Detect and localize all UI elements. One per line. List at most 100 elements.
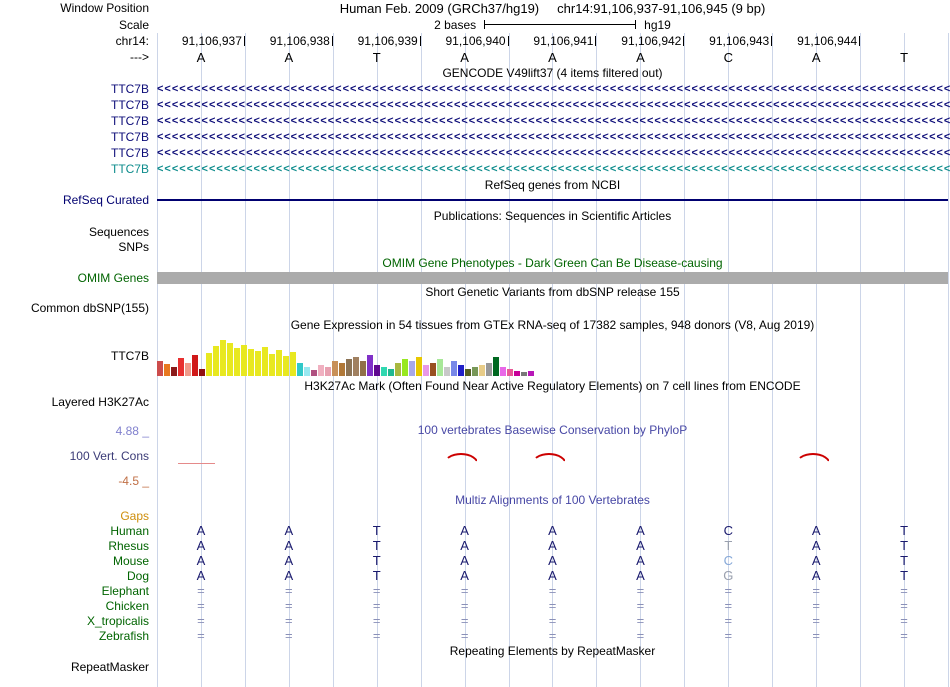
common-dbsnp-label[interactable]: Common dbSNP(155)	[30, 301, 149, 315]
layered-h3k27ac-label[interactable]: Layered H3K27Ac	[51, 395, 149, 409]
repeatmasker-label[interactable]: RepeatMasker	[70, 659, 149, 674]
gtex-bar[interactable]	[479, 365, 485, 376]
gencode-transcript-label[interactable]: TTC7B	[110, 82, 149, 96]
omim-genes-label[interactable]: OMIM Genes	[77, 270, 149, 285]
gtex-bar[interactable]	[318, 365, 324, 376]
gtex-bar[interactable]	[486, 363, 492, 376]
refseq-curated-label[interactable]: RefSeq Curated	[62, 193, 149, 207]
gtex-bar[interactable]	[367, 355, 373, 376]
gtex-bar[interactable]	[269, 354, 275, 376]
gtex-bar[interactable]	[500, 367, 506, 376]
gtex-bar[interactable]	[171, 367, 177, 376]
species-label[interactable]: Mouse	[112, 553, 149, 568]
refseq-curated-item[interactable]	[157, 199, 948, 201]
gtex-bar[interactable]	[304, 367, 310, 376]
gtex-bar[interactable]	[248, 349, 254, 376]
gtex-bar[interactable]	[493, 357, 499, 376]
species-label[interactable]: Human	[110, 523, 149, 538]
coordinate-cell: 91,106,944	[772, 34, 861, 48]
gtex-bar[interactable]	[514, 371, 520, 376]
gtex-bar[interactable]	[409, 361, 415, 376]
gencode-transcript-label[interactable]: TTC7B	[110, 162, 149, 176]
gtex-bar[interactable]	[332, 361, 338, 376]
conservation-track-label[interactable]: 100 Vert. Cons	[69, 449, 149, 463]
gtex-bar[interactable]	[360, 361, 366, 376]
transcript-arrows[interactable]: <<<<<<<<<<<<<<<<<<<<<<<<<<<<<<<<<<<<<<<<…	[157, 115, 950, 127]
gtex-bar[interactable]	[192, 355, 198, 376]
transcript-arrows[interactable]: <<<<<<<<<<<<<<<<<<<<<<<<<<<<<<<<<<<<<<<<…	[157, 83, 950, 95]
transcript-arrows[interactable]: <<<<<<<<<<<<<<<<<<<<<<<<<<<<<<<<<<<<<<<<…	[157, 163, 950, 175]
gtex-bar[interactable]	[381, 367, 387, 376]
gencode-rows: TTC7B <<<<<<<<<<<<<<<<<<<<<<<<<<<<<<<<<<<…	[0, 81, 950, 177]
gtex-bar[interactable]	[311, 370, 317, 376]
gtex-bar[interactable]	[472, 367, 478, 376]
gtex-bar[interactable]	[206, 353, 212, 376]
gtex-bar[interactable]	[241, 345, 247, 376]
gtex-bar[interactable]	[227, 343, 233, 376]
gtex-bar[interactable]	[178, 358, 184, 376]
gencode-transcript-label[interactable]: TTC7B	[110, 130, 149, 144]
transcript-arrows[interactable]: <<<<<<<<<<<<<<<<<<<<<<<<<<<<<<<<<<<<<<<<…	[157, 131, 950, 143]
gtex-bar[interactable]	[283, 356, 289, 376]
species-label[interactable]: Zebrafish	[98, 628, 149, 643]
alignment-cells: = = = = = = = = =	[155, 628, 950, 643]
species-label[interactable]: Elephant	[101, 583, 149, 598]
omim-title-row: OMIM Gene Phenotypes - Dark Green Can Be…	[0, 254, 950, 271]
repeatmasker-row: RepeatMasker	[0, 659, 950, 674]
coordinate-cell: 91,106,942	[596, 34, 685, 48]
alignment-letter: =	[900, 628, 908, 643]
gtex-bar[interactable]	[213, 346, 219, 376]
gencode-transcript-label[interactable]: TTC7B	[110, 146, 149, 160]
gtex-bar[interactable]	[164, 364, 170, 376]
alignment-letter: =	[285, 583, 293, 598]
gtex-bar[interactable]	[199, 369, 205, 376]
gtex-bar[interactable]	[437, 359, 443, 376]
species-label[interactable]: Rhesus	[108, 538, 149, 553]
gtex-bar[interactable]	[444, 367, 450, 376]
gtex-bar[interactable]	[290, 352, 296, 376]
gtex-bar[interactable]	[423, 365, 429, 376]
alignment-letter: =	[197, 613, 205, 628]
gtex-bar[interactable]	[346, 359, 352, 376]
gtex-bar[interactable]	[325, 367, 331, 376]
gtex-bar[interactable]	[528, 371, 534, 376]
species-label[interactable]: Chicken	[105, 598, 149, 613]
gtex-gene-label[interactable]: TTC7B	[110, 348, 149, 363]
gtex-bar[interactable]	[395, 363, 401, 376]
h3k27ac-title-row: H3K27Ac Mark (Often Found Near Active Re…	[0, 378, 950, 394]
gtex-bar[interactable]	[255, 351, 261, 376]
gtex-bar[interactable]	[458, 365, 464, 376]
transcript-arrows[interactable]: <<<<<<<<<<<<<<<<<<<<<<<<<<<<<<<<<<<<<<<<…	[157, 147, 950, 159]
gtex-bar[interactable]	[297, 363, 303, 376]
gtex-bar[interactable]	[388, 369, 394, 376]
gtex-bar[interactable]	[374, 365, 380, 376]
gtex-bar[interactable]	[262, 347, 268, 376]
gencode-transcript-label[interactable]: TTC7B	[110, 98, 149, 112]
gtex-bar[interactable]	[402, 359, 408, 376]
base-letter: A	[811, 49, 821, 65]
gtex-bar[interactable]	[353, 357, 359, 376]
gtex-bar[interactable]	[234, 348, 240, 376]
gtex-bar[interactable]	[339, 363, 345, 376]
transcript-arrows[interactable]: <<<<<<<<<<<<<<<<<<<<<<<<<<<<<<<<<<<<<<<<…	[157, 99, 950, 111]
snps-label[interactable]: SNPs	[118, 239, 149, 254]
gtex-bar[interactable]	[220, 340, 226, 376]
coordinate-label: 91,106,943	[709, 34, 770, 48]
gtex-bar[interactable]	[521, 372, 527, 376]
alignment-letter: T	[900, 553, 909, 568]
gencode-transcript-label[interactable]: TTC7B	[110, 114, 149, 128]
gtex-bar[interactable]	[507, 369, 513, 376]
species-label[interactable]: X_tropicalis	[86, 613, 149, 628]
gtex-bar[interactable]	[430, 363, 436, 376]
gtex-bar[interactable]	[451, 361, 457, 376]
gaps-label[interactable]: Gaps	[120, 508, 149, 523]
gtex-bar[interactable]	[157, 361, 163, 376]
gtex-bar[interactable]	[416, 357, 422, 376]
species-label[interactable]: Dog	[126, 568, 149, 583]
sequences-label[interactable]: Sequences	[88, 224, 149, 239]
gtex-bar[interactable]	[276, 350, 282, 376]
omim-gene-item[interactable]	[157, 271, 948, 284]
gtex-bar[interactable]	[185, 363, 191, 376]
gtex-bar[interactable]	[465, 369, 471, 376]
